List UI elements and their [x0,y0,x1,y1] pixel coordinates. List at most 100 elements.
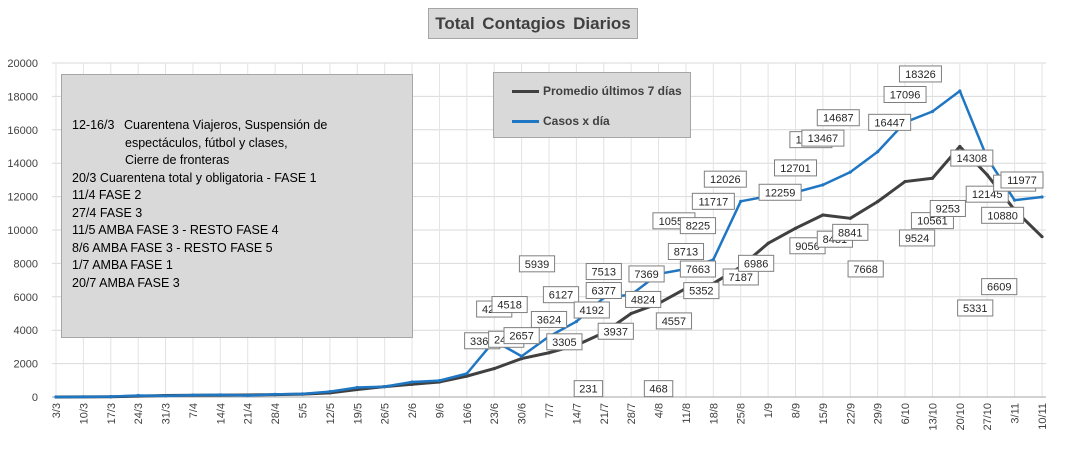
x-tick-label: 26/5 [380,403,392,424]
data-label: 8713 [667,242,705,260]
note-line: 20/3 Cuarentena total y obligatoria - FA… [72,170,412,188]
point-daily [574,319,578,324]
data-label: 12259 [758,183,802,201]
point-daily [246,393,250,398]
data-label: 7663 [679,260,717,278]
point-daily [136,393,140,398]
x-tick-label: 23/6 [489,403,501,424]
data-label-text: 3305 [552,337,576,349]
x-tick-label: 31/3 [161,403,173,424]
point-daily [410,380,414,384]
data-label-box [801,129,845,147]
data-label: 6609 [981,278,1018,296]
point-avg [930,176,935,180]
point-daily [328,390,332,394]
note-text: AMBA FASE 3 - RESTO FASE 5 [92,240,273,255]
point-daily [437,379,442,383]
point-daily [520,354,524,358]
x-tick-label: 15/9 [818,403,830,424]
data-label-text: 12026 [710,174,741,186]
y-tick-label: 12000 [7,192,38,204]
legend: Promedio últimos 7 días Casos x día [493,72,691,138]
data-label: 4557 [655,312,693,330]
note-line: 11/5 AMBA FASE 3 - RESTO FASE 4 [72,222,412,240]
x-tick-label: 21/4 [243,403,255,424]
data-label: 11977 [1000,171,1044,189]
data-label-text: 8713 [674,246,698,258]
note-date: 20/7 [72,275,97,290]
data-label-text: 6377 [592,286,616,298]
note-date: 11/4 [72,188,96,202]
note-date: 11/5 [72,223,96,237]
data-label-text: 5331 [963,303,987,315]
y-tick-label: 4000 [14,325,38,337]
legend-item-avg: Promedio últimos 7 días [512,84,682,98]
x-tick-label: 13/10 [927,403,939,431]
x-tick-label: 3/11 [1010,403,1022,424]
x-tick-label: 16/6 [462,403,474,424]
x-tick-label: 21/7 [599,403,611,424]
data-label-box [530,310,568,328]
data-label: 468 [643,380,674,398]
x-tick-label: 9/6 [434,403,446,418]
data-label-text: 12259 [765,187,796,199]
x-tick-label: 8/9 [791,403,803,418]
data-label-text: 9524 [905,233,929,245]
data-label-box [491,296,528,314]
data-label: 8225 [679,217,717,235]
data-label-box [957,299,994,317]
data-label: 6377 [585,282,622,300]
data-label: 4192 [573,301,610,319]
x-tick-label: 14/4 [215,403,227,424]
data-labels: 3367424924394518265761275939362423133056… [464,65,1044,398]
point-daily [711,258,715,262]
data-label-box [573,301,610,319]
data-label: 6986 [738,254,775,272]
data-label-text: 7187 [728,272,752,284]
x-tick-label: 28/7 [626,403,638,424]
data-label-text: 468 [649,384,667,396]
chart-title: Total Contagios Diarios [435,13,631,33]
data-label-text: 12145 [972,189,1003,201]
data-label-text: 7513 [592,267,616,279]
data-label-text: 9056 [795,241,819,253]
note-text: AMBA FASE 1 [92,258,173,272]
point-avg [410,382,414,386]
data-label-text: 4518 [497,300,521,312]
data-label: 5331 [957,299,994,317]
data-label-box [816,109,860,127]
data-label: 18326 [898,65,942,83]
data-label: 12026 [703,170,747,188]
data-label-text: 7668 [853,264,877,276]
data-label-text: 231 [579,384,597,396]
point-daily [821,183,825,187]
point-daily [958,89,962,93]
data-label: 9056 [789,237,826,255]
data-label: 11717 [691,192,735,210]
point-daily [465,372,469,376]
data-label-box [683,282,720,300]
x-tick-label: 3/3 [51,403,63,418]
data-label-box [542,286,580,304]
data-label-box [774,159,817,177]
legend-swatch-daily [512,119,539,123]
note-line: 11/4 FASE 2 [72,187,412,205]
data-label-box [868,113,912,131]
point-avg [492,367,496,371]
x-tick-label: 14/7 [571,403,583,424]
data-label: 7513 [585,263,622,281]
data-label-text: 10880 [987,210,1018,222]
data-label: 9524 [898,229,936,247]
point-avg [465,374,469,378]
data-label-box [628,265,665,283]
data-label-text: 6609 [987,282,1011,294]
point-daily [163,394,168,398]
legend-item-daily: Casos x día [512,114,610,128]
data-label-text: 9253 [936,203,960,215]
point-avg [903,179,907,184]
point-avg [821,213,825,217]
data-label-box [573,380,604,398]
y-tick-label: 8000 [14,258,38,270]
x-tick-label: 19/5 [352,403,364,424]
note-text: Cuarentena Viajeros, Suspensión de [124,118,328,132]
